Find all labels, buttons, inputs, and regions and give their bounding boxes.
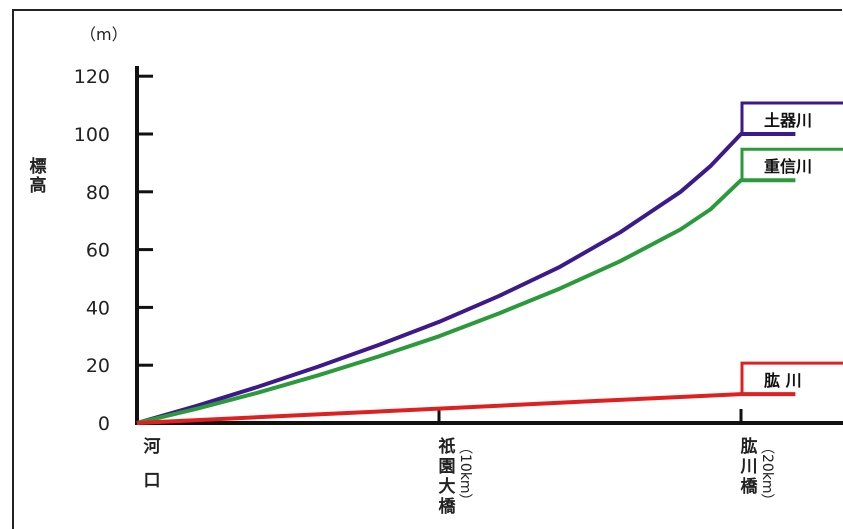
legend-label: 土器川	[764, 111, 812, 130]
x-tick-label: 川	[740, 457, 758, 477]
y-axis-label: 標	[30, 156, 47, 177]
x-tick-label: 肱	[741, 436, 758, 457]
series-line	[136, 178, 796, 425]
y-tick-label: 80	[86, 182, 110, 204]
x-tick-label: 橋	[741, 476, 759, 497]
legend-box	[740, 361, 843, 395]
x-tick-label: 河	[144, 437, 161, 457]
x-tick-label: 大	[439, 476, 456, 497]
x-tick-note: （10km）	[457, 440, 473, 508]
y-tick-label: 100	[74, 124, 110, 146]
legend-box	[740, 147, 843, 181]
y-tick-label: 20	[86, 355, 110, 377]
x-tick-label: 祇	[438, 436, 456, 457]
x-tick-label: 口	[144, 471, 161, 491]
x-tick-label: 園	[439, 457, 456, 477]
y-tick-label: 120	[74, 66, 110, 88]
x-tick-note: （20km）	[759, 440, 775, 508]
legend-label: 重信川	[764, 157, 812, 176]
series-line	[136, 392, 796, 425]
legend-box	[740, 101, 843, 134]
y-unit-label: （m）	[80, 25, 128, 44]
y-tick-label: 60	[86, 240, 110, 262]
legend-label: 肱 川	[764, 371, 802, 390]
x-tick-label: 橋	[439, 496, 457, 517]
chart-frame	[12, 9, 842, 529]
y-tick-label: 40	[86, 297, 110, 319]
series-line	[136, 132, 796, 425]
y-axis-label: 高	[30, 175, 47, 196]
y-tick-label: 0	[98, 413, 110, 435]
